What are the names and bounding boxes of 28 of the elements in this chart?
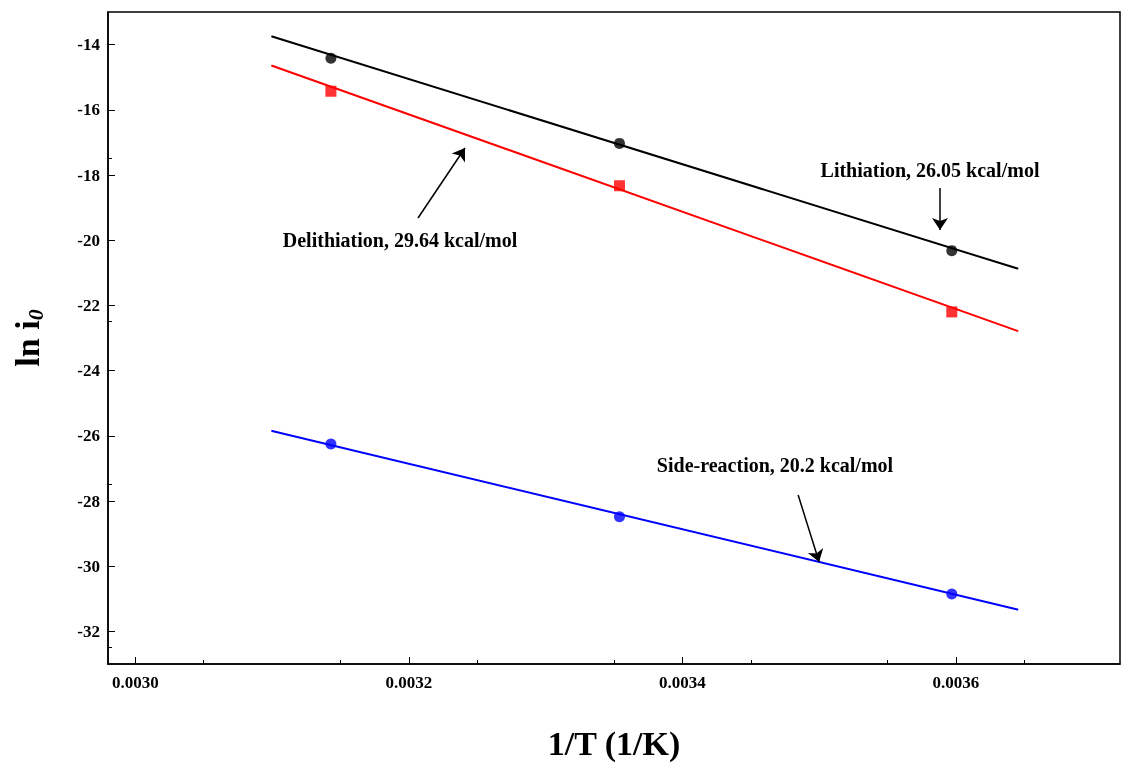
- x-tick-label: 0.0030: [111, 673, 159, 692]
- x-tick-label: 0.0034: [659, 673, 707, 692]
- point: [613, 137, 625, 149]
- x-tick-label: 0.0032: [385, 673, 433, 692]
- y-tick-label: -16: [77, 100, 100, 120]
- y-tick-label: -22: [77, 295, 100, 315]
- y-tick-label: -20: [77, 230, 100, 250]
- y-tick-label: -24: [77, 361, 101, 381]
- point: [325, 85, 337, 97]
- y-tick-label: -30: [77, 556, 100, 576]
- y-tick-label: -26: [77, 426, 100, 446]
- point: [946, 588, 958, 600]
- annotation: Delithiation, 29.64 kcal/mol: [282, 229, 518, 251]
- point: [613, 180, 625, 192]
- point: [325, 52, 337, 64]
- point: [946, 306, 958, 318]
- annotation: Side-reaction, 20.2 kcal/mol: [656, 454, 894, 476]
- point: [946, 245, 958, 257]
- x-tick-label: 0.0036: [932, 673, 980, 692]
- y-tick-label: -18: [77, 165, 100, 185]
- point: [325, 438, 337, 450]
- y-axis-title: ln i0: [8, 309, 48, 367]
- y-tick-label: -28: [77, 491, 100, 511]
- y-tick-label: -32: [77, 621, 100, 641]
- annotation: Lithiation, 26.05 kcal/mol: [820, 159, 1040, 181]
- point: [613, 511, 625, 523]
- y-tick-label: -14: [77, 35, 101, 55]
- x-axis-title: 1/T (1/K): [547, 724, 681, 763]
